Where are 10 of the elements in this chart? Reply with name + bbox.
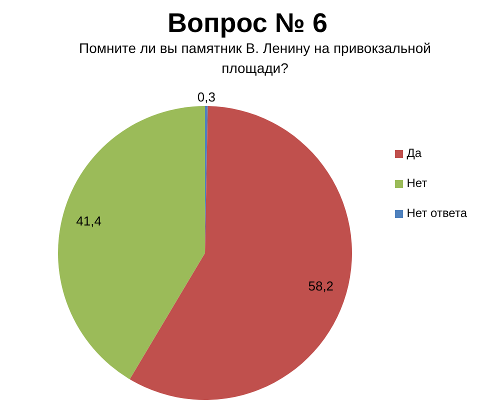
data-label: 58,2 [308, 278, 334, 294]
legend-label: Нет ответа [406, 206, 467, 220]
legend-label: Да [406, 146, 422, 160]
pie-slice [130, 106, 352, 400]
legend-label: Нет [406, 176, 428, 190]
pie-slice [58, 106, 205, 380]
data-label: 0,3 [197, 90, 216, 105]
chart-subtitle: Помните ли вы памятник В. Ленину на привокзальной площади? [78, 39, 432, 78]
data-label: 41,4 [76, 213, 102, 228]
chart-title: Вопрос № 6 [166, 8, 329, 38]
